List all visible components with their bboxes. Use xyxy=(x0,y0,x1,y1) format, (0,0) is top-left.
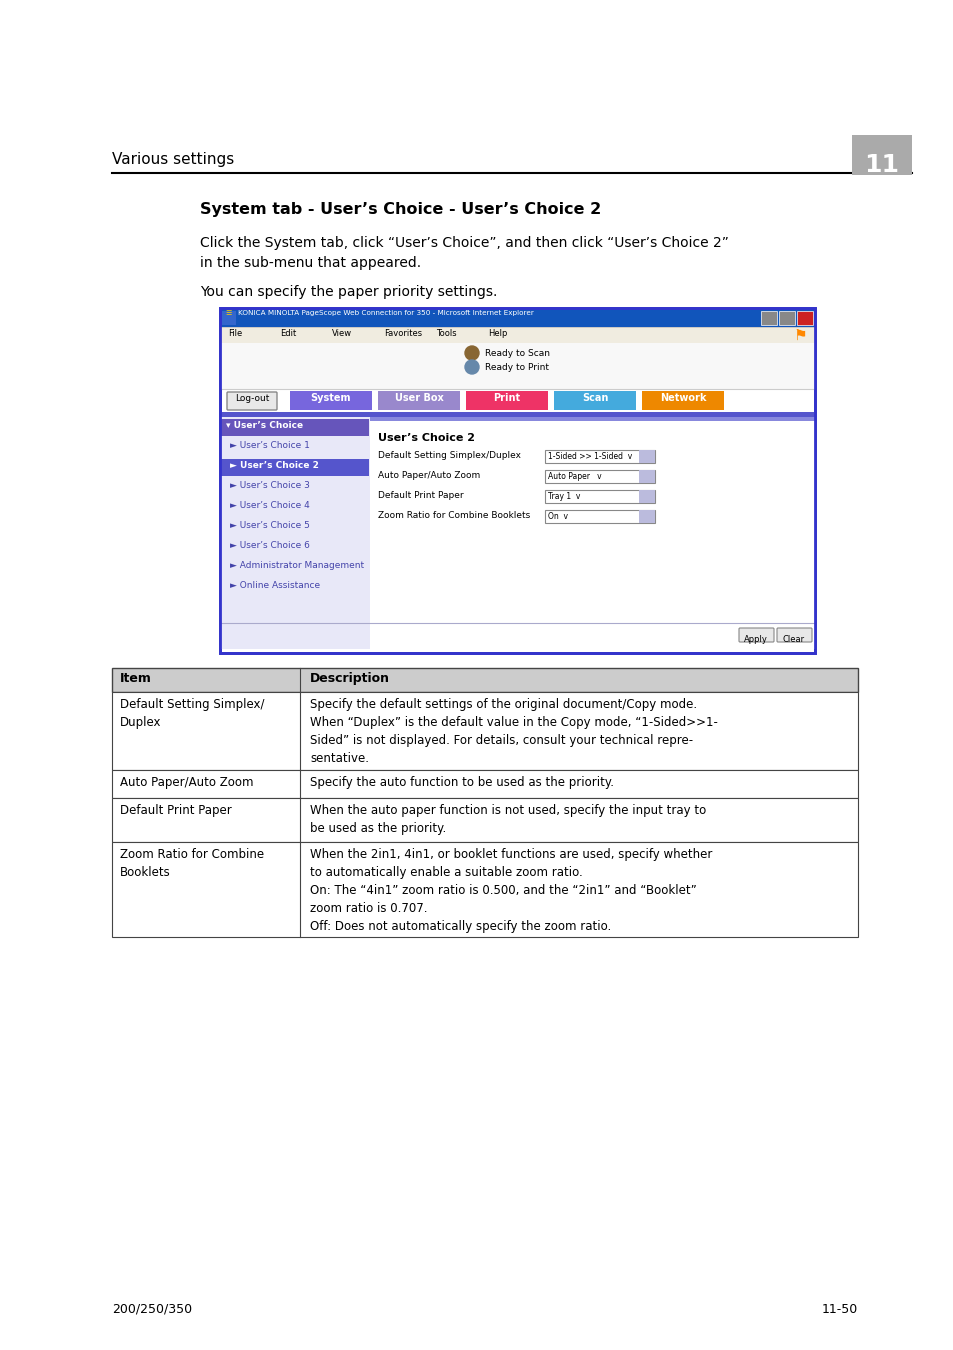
Bar xyxy=(112,693,857,770)
Text: Auto Paper/Auto Zoom: Auto Paper/Auto Zoom xyxy=(377,471,479,481)
Text: Auto Paper   v: Auto Paper v xyxy=(547,472,601,481)
Text: Click the System tab, click “User’s Choice”, and then click “User’s Choice 2”
in: Click the System tab, click “User’s Choi… xyxy=(200,236,728,270)
Text: ► User’s Choice 5: ► User’s Choice 5 xyxy=(230,521,310,531)
Bar xyxy=(112,668,857,693)
Text: Default Setting Simplex/
Duplex: Default Setting Simplex/ Duplex xyxy=(120,698,264,729)
Text: System tab - User’s Choice - User’s Choice 2: System tab - User’s Choice - User’s Choi… xyxy=(200,202,600,217)
Text: Default Print Paper: Default Print Paper xyxy=(120,805,232,817)
Bar xyxy=(370,417,814,649)
Text: Tools: Tools xyxy=(436,329,456,338)
FancyBboxPatch shape xyxy=(739,628,773,643)
Text: When the 2in1, 4in1, or booklet functions are used, specify whether
to automatic: When the 2in1, 4in1, or booklet function… xyxy=(310,848,712,933)
Text: User’s Choice 2: User’s Choice 2 xyxy=(377,433,475,443)
Text: Ready to Scan: Ready to Scan xyxy=(484,350,550,358)
Text: KONICA MINOLTA PageScope Web Connection for 350 - Microsoft Internet Explorer: KONICA MINOLTA PageScope Web Connection … xyxy=(237,310,534,316)
Text: Print: Print xyxy=(493,393,520,404)
Bar xyxy=(220,417,370,649)
Bar xyxy=(222,310,235,325)
Text: Specify the default settings of the original document/Copy mode.
When “Duplex” i: Specify the default settings of the orig… xyxy=(310,698,717,765)
Text: Zoom Ratio for Combine
Booklets: Zoom Ratio for Combine Booklets xyxy=(120,848,264,879)
Bar xyxy=(220,327,814,343)
Text: Log-out: Log-out xyxy=(234,394,269,404)
Bar xyxy=(221,459,369,477)
Circle shape xyxy=(464,346,478,360)
Text: Description: Description xyxy=(310,672,390,684)
Text: Default Print Paper: Default Print Paper xyxy=(377,491,463,500)
Text: Favorites: Favorites xyxy=(384,329,421,338)
Bar xyxy=(112,842,857,937)
Text: Auto Paper/Auto Zoom: Auto Paper/Auto Zoom xyxy=(120,776,253,788)
Bar xyxy=(779,310,794,325)
Text: ► User’s Choice 4: ► User’s Choice 4 xyxy=(230,501,310,510)
Text: 200/250/350: 200/250/350 xyxy=(112,1303,192,1316)
Text: Ready to Print: Ready to Print xyxy=(484,363,548,373)
Bar xyxy=(112,798,857,842)
Bar xyxy=(220,327,814,343)
Bar xyxy=(760,310,776,325)
Text: Tray 1  v: Tray 1 v xyxy=(547,491,579,501)
Bar xyxy=(639,470,655,483)
Text: 1-Sided >> 1-Sided  v: 1-Sided >> 1-Sided v xyxy=(547,452,632,460)
Bar xyxy=(220,343,814,389)
Text: Edit: Edit xyxy=(280,329,296,338)
Circle shape xyxy=(464,360,478,374)
Bar xyxy=(220,308,814,653)
Bar xyxy=(290,392,372,410)
Text: ▾ User’s Choice: ▾ User’s Choice xyxy=(226,421,303,431)
Bar xyxy=(544,470,655,483)
Bar xyxy=(465,392,547,410)
Bar xyxy=(220,412,814,417)
Text: ► User’s Choice 2: ► User’s Choice 2 xyxy=(230,460,318,470)
Bar xyxy=(639,450,655,463)
Text: User Box: User Box xyxy=(395,393,443,404)
Text: On  v: On v xyxy=(547,512,567,521)
Bar xyxy=(544,450,655,463)
Text: ► User’s Choice 3: ► User’s Choice 3 xyxy=(230,481,310,490)
Text: Item: Item xyxy=(120,672,152,684)
Text: System: System xyxy=(311,393,351,404)
Bar xyxy=(377,392,459,410)
FancyBboxPatch shape xyxy=(776,628,811,643)
Text: Various settings: Various settings xyxy=(112,153,234,167)
Bar xyxy=(221,418,369,436)
Text: ► Administrator Management: ► Administrator Management xyxy=(230,562,364,570)
Bar xyxy=(370,417,814,421)
Text: File: File xyxy=(228,329,242,338)
Text: Specify the auto function to be used as the priority.: Specify the auto function to be used as … xyxy=(310,776,614,788)
Bar xyxy=(220,308,814,653)
Text: When the auto paper function is not used, specify the input tray to
be used as t: When the auto paper function is not used… xyxy=(310,805,705,836)
Text: ► User’s Choice 1: ► User’s Choice 1 xyxy=(230,441,310,450)
Bar xyxy=(112,769,857,798)
Text: Zoom Ratio for Combine Booklets: Zoom Ratio for Combine Booklets xyxy=(377,512,530,520)
Text: Scan: Scan xyxy=(581,393,608,404)
Bar xyxy=(544,510,655,522)
Text: ⚑: ⚑ xyxy=(792,328,806,343)
Text: Network: Network xyxy=(659,393,705,404)
Bar xyxy=(544,490,655,504)
Bar xyxy=(220,308,814,327)
Bar xyxy=(639,490,655,504)
Text: ► User’s Choice 6: ► User’s Choice 6 xyxy=(230,541,310,549)
Text: ► Online Assistance: ► Online Assistance xyxy=(230,580,320,590)
Text: You can specify the paper priority settings.: You can specify the paper priority setti… xyxy=(200,285,497,298)
Text: Default Setting Simplex/Duplex: Default Setting Simplex/Duplex xyxy=(377,451,520,460)
Bar xyxy=(641,392,723,410)
Text: 11: 11 xyxy=(863,153,899,177)
Bar xyxy=(851,135,911,176)
Bar xyxy=(639,510,655,522)
Text: Help: Help xyxy=(488,329,507,338)
Bar xyxy=(554,392,636,410)
Text: View: View xyxy=(332,329,352,338)
Text: Clear: Clear xyxy=(782,634,804,644)
Text: Apply: Apply xyxy=(743,634,767,644)
FancyBboxPatch shape xyxy=(227,392,276,410)
Bar xyxy=(796,310,812,325)
Text: ☰: ☰ xyxy=(226,310,232,316)
Text: 11-50: 11-50 xyxy=(821,1303,857,1316)
